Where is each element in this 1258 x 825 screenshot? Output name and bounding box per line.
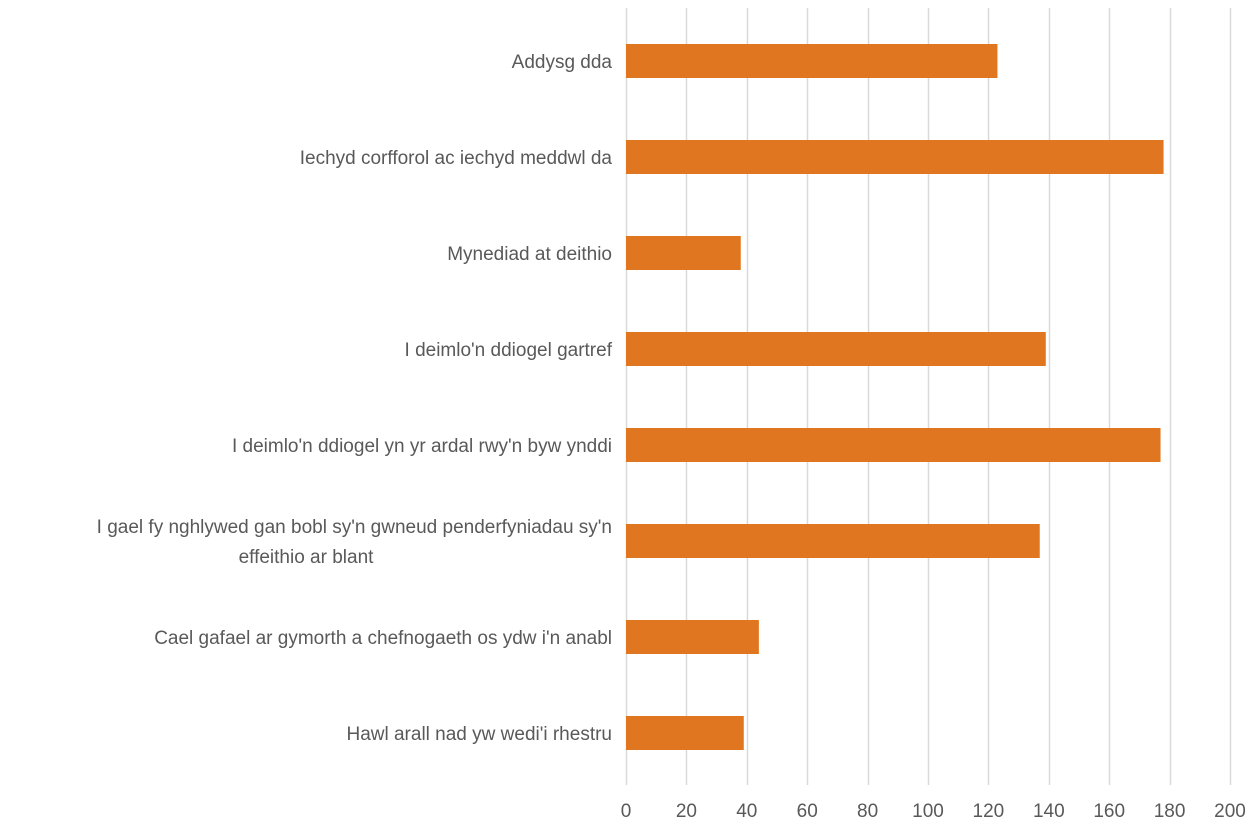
category-label: I deimlo'n ddiogel yn yr ardal rwy'n byw… — [232, 436, 612, 457]
x-tick-label: 0 — [621, 801, 632, 822]
x-tick-label: 120 — [973, 801, 1005, 822]
x-axis-tick-labels: 0 20 40 60 80 100 120 140 160 180 200 — [621, 801, 1246, 822]
category-label: Cael gafael ar gymorth a chefnogaeth os … — [154, 628, 612, 649]
bar — [626, 428, 1161, 462]
x-tick-label: 20 — [676, 801, 697, 822]
category-label: Hawl arall nad yw wedi'i rhestru — [346, 724, 612, 745]
bar — [626, 140, 1164, 174]
x-tick-label: 160 — [1093, 801, 1125, 822]
x-tick-label: 140 — [1033, 801, 1065, 822]
category-label: I deimlo'n ddiogel gartref — [405, 340, 613, 361]
bar — [626, 332, 1046, 366]
category-label-line: Cael gafael ar gymorth a chefnogaeth os … — [154, 628, 612, 649]
bar — [626, 524, 1040, 558]
category-label-line: effeithio ar blant — [239, 547, 375, 568]
category-label-line: Addysg dda — [512, 52, 613, 73]
category-label-line: I deimlo'n ddiogel yn yr ardal rwy'n byw… — [232, 436, 612, 457]
category-label-line: I deimlo'n ddiogel gartref — [405, 340, 613, 361]
bar — [626, 620, 759, 654]
x-tick-label: 60 — [797, 801, 818, 822]
category-label-line: I gael fy nghlywed gan bobl sy'n gwneud … — [97, 517, 612, 538]
bar — [626, 44, 998, 78]
category-label: Addysg dda — [512, 52, 613, 73]
x-tick-label: 100 — [912, 801, 944, 822]
x-tick-label: 200 — [1214, 801, 1246, 822]
x-tick-label: 40 — [736, 801, 757, 822]
category-label: I gael fy nghlywed gan bobl sy'n gwneud … — [97, 517, 612, 568]
category-label-line: Iechyd corfforol ac iechyd meddwl da — [300, 148, 613, 169]
category-label: Mynediad at deithio — [447, 244, 612, 265]
bar — [626, 716, 744, 750]
y-axis-category-labels: Addysg dda Iechyd corfforol ac iechyd med… — [97, 52, 613, 745]
category-label-line: Hawl arall nad yw wedi'i rhestru — [346, 724, 612, 745]
category-label: Iechyd corfforol ac iechyd meddwl da — [300, 148, 613, 169]
gridlines — [625, 8, 1232, 785]
bar — [626, 236, 741, 270]
x-tick-label: 180 — [1154, 801, 1186, 822]
category-label-line: Mynediad at deithio — [447, 244, 612, 265]
x-tick-label: 80 — [857, 801, 878, 822]
bars — [626, 44, 1164, 750]
